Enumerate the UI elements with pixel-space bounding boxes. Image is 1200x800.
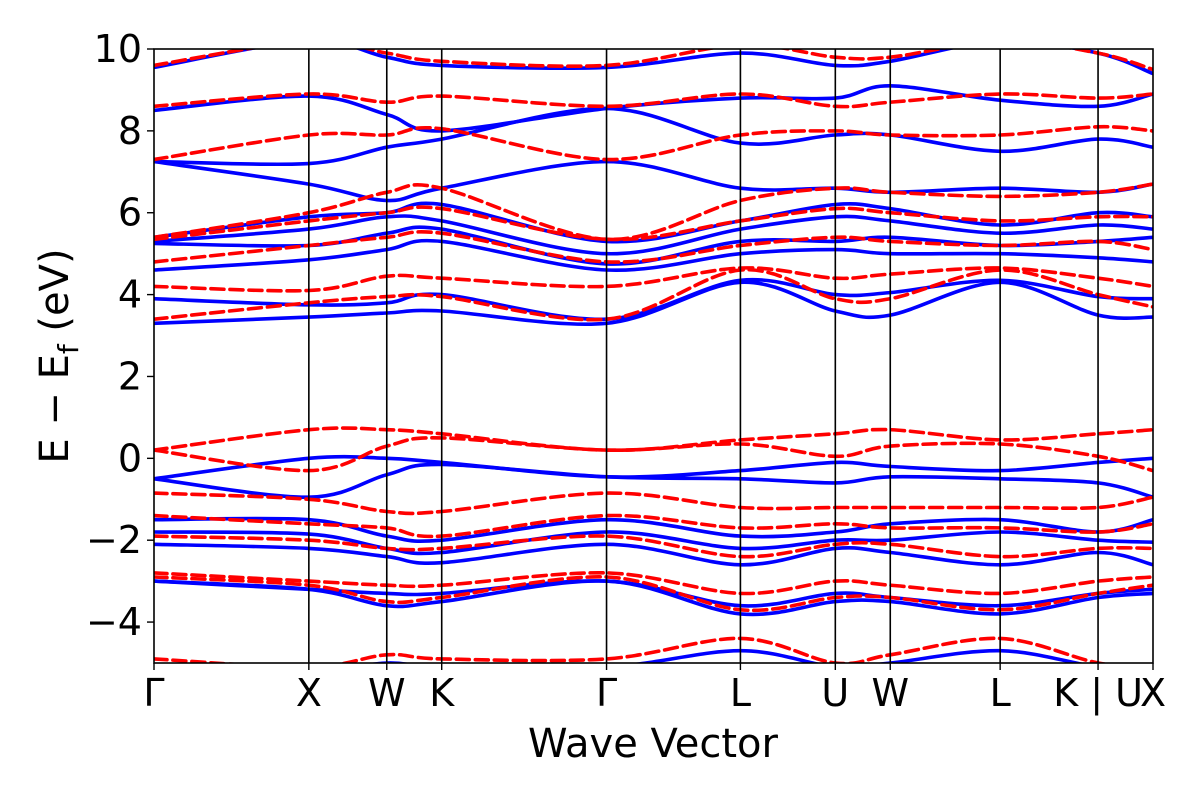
solid-band-4 [154, 214, 1153, 256]
y-axis-label-unit: (eV) [32, 248, 78, 344]
solid-band-9 [154, 49, 1153, 76]
dashed-band-18 [154, 267, 1153, 322]
x-tick-label-9: K | U [1053, 671, 1143, 716]
x-tick-label-3: K [429, 671, 455, 715]
dashed-band-21 [154, 205, 1153, 242]
x-tick-label-7: W [871, 671, 909, 715]
y-tick-label-4: 4 [118, 273, 142, 317]
solid-band-13 [154, 530, 1153, 556]
dashed-band-30 [154, 534, 1153, 559]
solid-band-12 [154, 516, 1153, 543]
dashed-band-24 [154, 92, 1153, 109]
x-tick-label-4: Γ [596, 671, 617, 715]
y-axis-label: E − Ef (eV) [32, 248, 85, 463]
dashed-band-33 [154, 636, 1110, 663]
dashed-band-25 [154, 49, 1153, 72]
solid-band-10 [154, 454, 1153, 481]
solid-band-15 [154, 579, 1153, 608]
y-tick-label-6: 8 [118, 109, 142, 153]
solid-band-17 [368, 648, 1085, 663]
solid-band-6 [154, 159, 1153, 203]
y-axis-ticks: −4 −2 0 2 4 6 8 10 [86, 27, 154, 644]
solid-band-7 [154, 106, 1153, 167]
dashed-band-28 [154, 491, 1153, 516]
dashed-band-31 [154, 571, 1153, 596]
plot-frame [153, 48, 1154, 664]
x-tick-label-6: U [821, 671, 849, 715]
solid-band-11 [154, 462, 1153, 500]
x-tick-label-0: Γ [143, 671, 164, 715]
solid-band-16 [154, 579, 1153, 617]
dashed-band-23 [154, 124, 1153, 162]
x-tick-label-5: L [730, 671, 751, 715]
high-symmetry-lines [308, 49, 1099, 663]
solid-band-8 [154, 83, 1153, 133]
dashed-band-27 [154, 436, 1153, 473]
y-tick-label-1: −2 [86, 518, 142, 562]
x-tick-label-8: L [990, 671, 1011, 715]
solid-band-2 [154, 238, 1153, 272]
y-tick-label-7: 10 [94, 27, 142, 71]
y-tick-label-2: 0 [118, 436, 142, 480]
solid-band-1 [154, 277, 1153, 322]
x-tick-label-2: W [368, 671, 406, 715]
dashed-band-32 [154, 575, 1153, 613]
x-tick-label-10: X [1140, 671, 1166, 715]
y-tick-label-5: 6 [118, 191, 142, 235]
x-tick-label-1: X [296, 671, 322, 715]
bands-layer [154, 49, 1153, 663]
y-axis-label-main: E − E [32, 354, 78, 464]
dashed-band-19 [154, 266, 1153, 293]
solid-band-14 [154, 542, 1153, 567]
dashed-band-20 [154, 230, 1153, 264]
y-tick-label-0: −4 [86, 600, 142, 644]
dashed-band-29 [154, 513, 1153, 539]
dashed-band-26 [154, 426, 1153, 452]
y-axis-label-subscript: f [52, 343, 85, 354]
y-tick-label-3: 2 [118, 354, 142, 398]
x-axis-label: Wave Vector [528, 721, 779, 767]
